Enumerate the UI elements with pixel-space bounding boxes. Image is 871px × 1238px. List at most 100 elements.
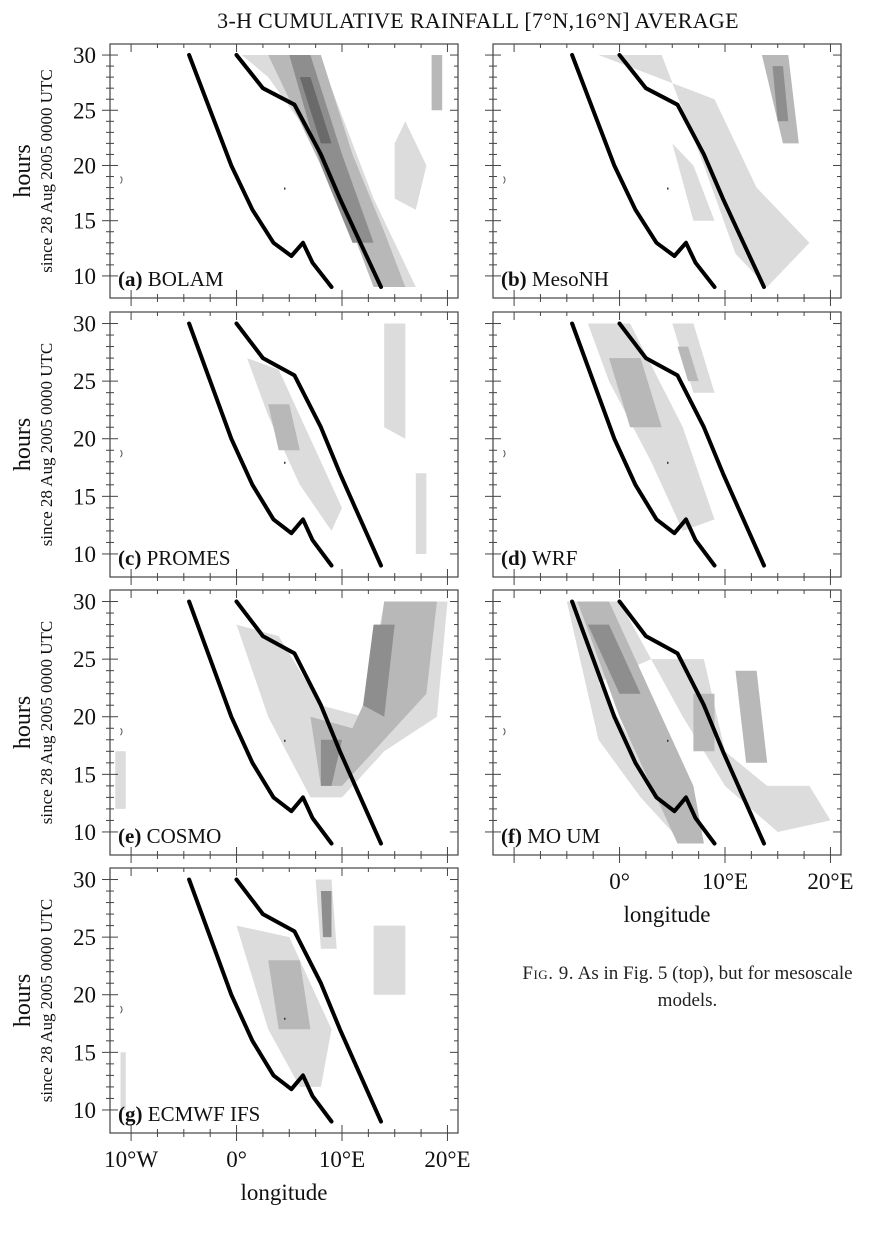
tick-marks — [102, 312, 458, 585]
y-tick-label: 15 — [73, 484, 96, 509]
trough-lines — [187, 53, 383, 289]
rain-bands — [247, 323, 427, 554]
tick-marks — [102, 590, 458, 863]
y-tick-label: 30 — [73, 43, 96, 68]
dot-mark — [284, 739, 286, 742]
panel-letter: (f) — [501, 824, 527, 848]
trough-line-1 — [187, 599, 334, 846]
rain-contour-level-3 — [320, 739, 342, 786]
rain-contour-level-3 — [363, 624, 395, 717]
tick-marks — [102, 44, 458, 306]
rain-contour-level-3 — [587, 624, 641, 694]
bracket-mark — [503, 176, 506, 184]
x-tick-label: 20°E — [807, 869, 853, 894]
panel-label: (a) BOLAM — [118, 267, 224, 291]
x-tick-label: 0° — [226, 1147, 247, 1172]
rain-contour-level-2 — [677, 346, 699, 382]
figure-title: 3-H CUMULATIVE RAINFALL [7°N,16°N] AVERA… — [217, 8, 739, 33]
rain-contour-level-3 — [320, 891, 332, 938]
y-tick-label: 25 — [73, 925, 96, 950]
panel-b: (b) MesoNH — [485, 43, 842, 306]
trough-line-2 — [234, 321, 383, 568]
panel-frame — [109, 311, 459, 578]
trough-line-2 — [234, 53, 383, 289]
bracket-mark — [120, 1005, 123, 1014]
trough-lines — [570, 53, 766, 289]
y-axis-label: hours — [10, 418, 36, 471]
panel-label: (c) PROMES — [118, 546, 231, 570]
y-tick-label: 20 — [73, 153, 96, 178]
panel-a: 30 25 20 15 10 hours since 28 Aug 2005 0000 UT… — [10, 43, 459, 306]
panel-model-name: MO UM — [527, 824, 600, 848]
trough-line-2 — [617, 53, 766, 289]
trough-line-1 — [570, 599, 717, 846]
panel-letter: (b) — [501, 267, 532, 291]
y-tick-label: 15 — [73, 762, 96, 787]
rain-bands — [566, 601, 831, 844]
rain-contour-level-1 — [120, 1052, 126, 1110]
panel-model-name: MesoNH — [532, 267, 609, 291]
y-axis-sublabel: since 28 Aug 2005 0000 UTC — [37, 343, 56, 547]
panel-label: (b) MesoNH — [501, 267, 609, 291]
panel-f: 0° 10°E 20°E longitude (f) MO UM — [485, 589, 854, 927]
y-tick-label: 30 — [73, 868, 96, 893]
panel-label: (e) COSMO — [118, 824, 221, 848]
x-tick-label: 0° — [609, 869, 630, 894]
y-tick-label: 25 — [73, 647, 96, 672]
y-axis-sublabel: since 28 Aug 2005 0000 UTC — [37, 69, 56, 273]
caption-text: As in Fig. 5 (top), but for mesoscale mo… — [577, 963, 853, 1011]
dot-mark — [284, 187, 286, 190]
tick-marks — [102, 868, 458, 1141]
y-tick-label: 25 — [73, 369, 96, 394]
rain-contour-level-1 — [415, 473, 427, 554]
rain-contour-level-1 — [672, 323, 715, 393]
rain-contour-level-2 — [268, 960, 311, 1030]
rain-contour-level-3 — [772, 66, 789, 122]
dot-mark — [667, 739, 669, 742]
panel-letter: (d) — [501, 546, 532, 570]
trough-line-2 — [617, 321, 766, 568]
tick-marks — [485, 44, 841, 306]
rain-contour-level-2 — [693, 693, 715, 752]
panel-label: (g) ECMWF IFS — [118, 1102, 260, 1126]
rain-contour-level-1 — [394, 121, 427, 210]
panel-model-name: BOLAM — [148, 267, 224, 291]
dot-mark — [284, 461, 286, 464]
figure-caption: Fig. 9. As in Fig. 5 (top), but for meso… — [520, 960, 855, 1014]
panel-model-name: ECMWF IFS — [148, 1102, 261, 1126]
dot-mark — [667, 187, 669, 190]
trough-lines — [570, 321, 766, 568]
rain-contour-level-1 — [598, 55, 810, 287]
rain-bands — [598, 55, 810, 287]
panel-model-name: WRF — [532, 546, 578, 570]
panel-model-name: PROMES — [147, 546, 231, 570]
panel-g: 30 25 20 15 10 10°W 0° 10°E 20°E longitude hours si… — [10, 867, 471, 1205]
trough-lines — [570, 599, 766, 846]
rain-contour-level-2 — [609, 358, 662, 428]
rain-contour-level-2 — [431, 55, 443, 111]
x-tick-label: 10°E — [319, 1147, 365, 1172]
panel-frame — [492, 43, 842, 299]
y-tick-label: 20 — [73, 983, 96, 1008]
rain-contour-level-4 — [299, 77, 332, 144]
y-tick-label: 25 — [73, 98, 96, 123]
rain-contour-level-2 — [268, 404, 300, 451]
trough-lines — [187, 599, 383, 846]
tick-marks — [485, 312, 841, 585]
trough-lines — [187, 877, 383, 1124]
dot-mark — [284, 1017, 286, 1020]
y-tick-label: 20 — [73, 705, 96, 730]
caption-label: Fig. 9. — [522, 963, 574, 984]
x-tick-label: 10°E — [702, 869, 748, 894]
y-axis-label: hours — [10, 696, 36, 749]
y-tick-label: 10 — [73, 264, 96, 289]
trough-line-2 — [234, 599, 383, 846]
panel-c: 30 25 20 15 10 hours since 28 Aug 2005 0000 UT… — [10, 311, 459, 585]
trough-lines — [187, 321, 383, 568]
trough-line-2 — [234, 877, 383, 1124]
y-tick-label: 10 — [73, 820, 96, 845]
y-axis-label: hours — [10, 974, 36, 1027]
panel-frame — [492, 589, 842, 856]
